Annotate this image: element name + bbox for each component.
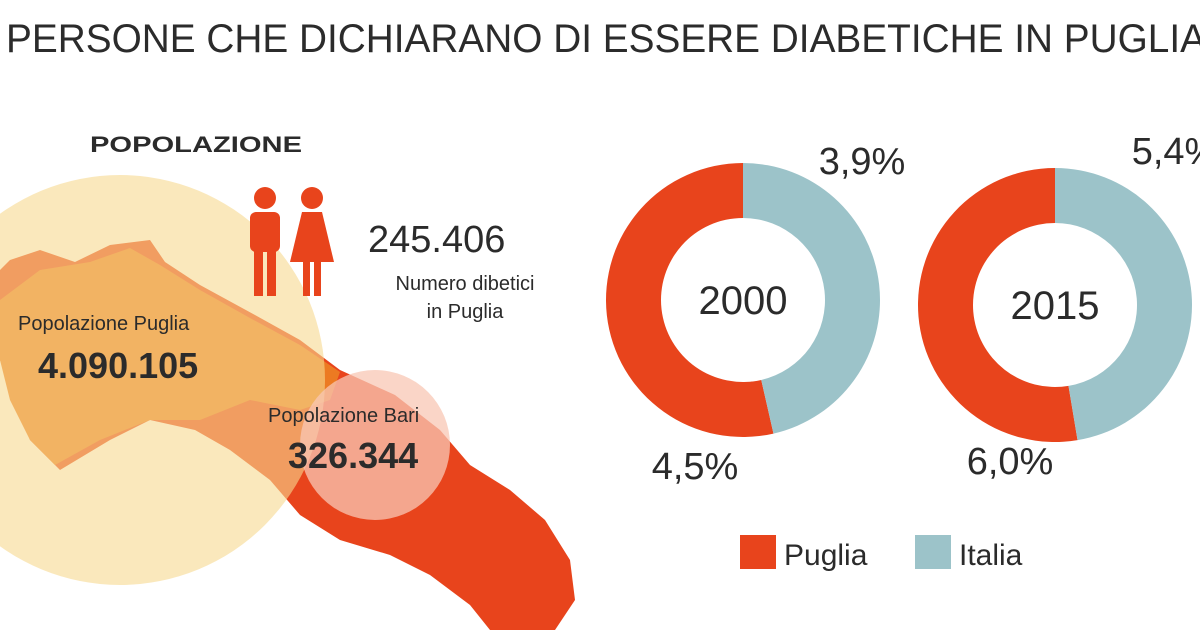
legend-swatch [740, 535, 776, 569]
donut-segment [917, 168, 1078, 442]
value-label: 3,9% [819, 141, 906, 183]
diabetics-number: 245.406 [368, 219, 505, 261]
puglia-label: Popolazione Puglia [18, 313, 190, 335]
title: PERSONE CHE DICHIARANO DI ESSERE DIABETI… [6, 17, 1200, 61]
legend-label: Italia [959, 539, 1023, 572]
value-label: 4,5% [652, 446, 739, 488]
bari-circle [300, 370, 450, 520]
diabetics-caption: in Puglia [427, 301, 505, 323]
donut-segment [743, 163, 880, 434]
population-heading: POPOLAZIONE [90, 132, 302, 157]
people-icon [250, 187, 334, 296]
legend-label: Puglia [784, 539, 868, 572]
puglia-value: 4.090.105 [38, 345, 198, 386]
donut-center-label: 2000 [699, 279, 788, 323]
bari-label: Popolazione Bari [268, 405, 419, 427]
value-label: 5,4% [1132, 131, 1200, 173]
donut-segment [605, 163, 774, 437]
bari-value: 326.344 [288, 435, 418, 476]
donut-center-label: 2015 [1011, 284, 1100, 328]
puglia-circle [0, 175, 325, 585]
legend-swatch [915, 535, 951, 569]
donut-segment [1055, 168, 1193, 441]
diabetics-caption: Numero dibetici [396, 273, 535, 295]
value-label: 6,0% [967, 441, 1054, 483]
